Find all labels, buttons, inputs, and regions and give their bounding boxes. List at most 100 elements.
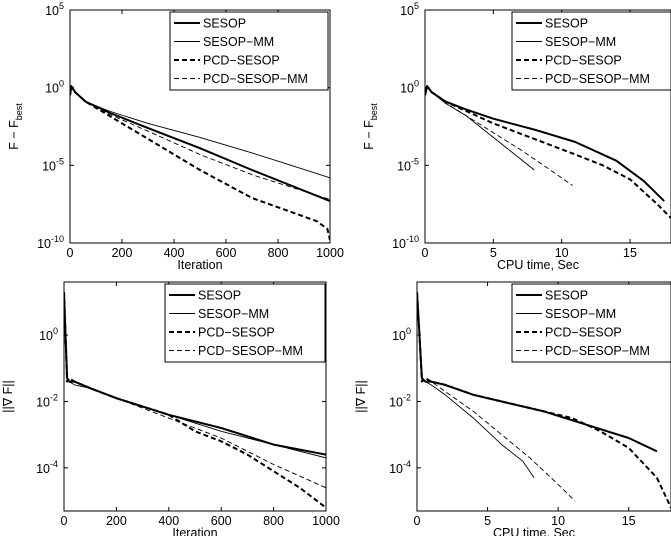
x-tick-label: 10 xyxy=(551,514,565,528)
series-group xyxy=(417,291,671,509)
y-tick-label: 10-4 xyxy=(389,459,411,476)
x-tick-label: 0 xyxy=(61,514,68,528)
legend-label-4: PCD−SESOP−MM xyxy=(545,72,650,86)
y-axis-label: F − Fbest xyxy=(362,103,379,150)
series-line-1 xyxy=(425,85,665,202)
series-line-4 xyxy=(70,85,330,200)
y-axis-label-subscript: best xyxy=(14,103,24,121)
x-tick-label: 400 xyxy=(158,514,179,528)
y-tick-exponent: 0 xyxy=(414,79,419,89)
legend: SESOP SESOP−MM PCD−SESOP PCD−SESOP−MM xyxy=(169,11,329,91)
legend-box xyxy=(164,283,326,363)
legend-label-3: PCD−SESOP xyxy=(203,54,280,68)
legend-label-2: SESOP−MM xyxy=(203,35,274,49)
x-tick-label: 10 xyxy=(555,246,569,260)
x-tick-label: 0 xyxy=(414,514,421,528)
legend: SESOP SESOP−MM PCD−SESOP PCD−SESOP−MM xyxy=(511,283,671,363)
legend-label-2: SESOP−MM xyxy=(545,35,616,49)
legend: SESOP SESOP−MM PCD−SESOP PCD−SESOP−MM xyxy=(164,283,326,363)
legend-box xyxy=(169,11,329,91)
legend-label-2: SESOP−MM xyxy=(545,307,616,321)
series-group xyxy=(70,85,330,241)
x-tick-label: 1000 xyxy=(312,514,340,528)
series-line-4 xyxy=(425,85,573,186)
x-tick-label: 0 xyxy=(67,246,74,260)
y-tick-exponent: -5 xyxy=(56,156,64,166)
x-tick-label: 600 xyxy=(216,246,237,260)
x-tick-label: 600 xyxy=(211,514,232,528)
y-tick-label: 10-5 xyxy=(397,156,419,173)
series-group xyxy=(64,291,326,509)
legend-label-1: SESOP xyxy=(545,289,588,303)
legend: SESOP SESOP−MM PCD−SESOP PCD−SESOP−MM xyxy=(511,11,671,91)
x-tick-label: 400 xyxy=(164,246,185,260)
legend-box xyxy=(511,283,671,363)
y-tick-exponent: -5 xyxy=(411,156,419,166)
x-tick-label: 5 xyxy=(490,246,497,260)
y-tick-label: 10-5 xyxy=(42,156,64,173)
series-line-2 xyxy=(70,85,330,179)
y-tick-exponent: 5 xyxy=(59,1,64,11)
y-tick-exponent: -2 xyxy=(50,392,58,402)
legend-label-3: PCD−SESOP xyxy=(545,54,622,68)
x-tick-label: 0 xyxy=(422,246,429,260)
x-tick-label: 800 xyxy=(268,246,289,260)
chart-panel-4: 0 5 10 15 10-4 10-2 100 CPU time, Sec ||∇ F|| SES… xyxy=(354,281,671,536)
x-tick-label: 1000 xyxy=(316,246,344,260)
y-tick-exponent: -10 xyxy=(51,234,64,244)
y-tick-label: 100 xyxy=(39,326,58,343)
series-line-2 xyxy=(417,291,535,479)
y-axis-label-subscript: best xyxy=(369,103,379,121)
y-tick-exponent: 0 xyxy=(406,326,411,336)
legend-label-1: SESOP xyxy=(198,289,241,303)
legend-label-2: SESOP−MM xyxy=(198,307,269,321)
y-tick-label: 105 xyxy=(45,1,64,18)
y-tick-label: 105 xyxy=(400,1,419,18)
y-tick-exponent: -4 xyxy=(50,459,58,469)
legend-label-3: PCD−SESOP xyxy=(545,326,622,340)
series-line-1 xyxy=(70,85,330,203)
chart-panel-1: 0 200 400 600 800 1000 10-10 10-5 100 105 Iteratio… xyxy=(7,1,344,272)
y-tick-label: 10-4 xyxy=(36,459,58,476)
y-tick-label: 10-10 xyxy=(37,234,64,251)
series-line-4 xyxy=(64,291,326,489)
y-tick-exponent: -10 xyxy=(406,234,419,244)
y-tick-label: 10-10 xyxy=(392,234,419,251)
x-tick-label: 15 xyxy=(622,514,636,528)
y-tick-exponent: 0 xyxy=(53,326,58,336)
x-tick-label: 800 xyxy=(263,514,284,528)
axes-frame xyxy=(416,281,671,512)
x-tick-label: 200 xyxy=(106,514,127,528)
legend-label-4: PCD−SESOP−MM xyxy=(198,344,303,358)
x-axis-label: CPU time, Sec xyxy=(493,526,575,536)
chart-panel-3: 0 200 400 600 800 1000 10-4 10-2 100 Iteration ||∇… xyxy=(1,281,340,536)
legend-label-1: SESOP xyxy=(545,17,588,31)
y-tick-exponent: 0 xyxy=(59,79,64,89)
legend-box xyxy=(511,11,671,91)
y-tick-exponent: 5 xyxy=(414,1,419,11)
x-tick-label: 200 xyxy=(112,246,133,260)
y-tick-label: 10-2 xyxy=(389,392,411,409)
legend-label-3: PCD−SESOP xyxy=(198,326,275,340)
x-tick-label: 15 xyxy=(623,246,637,260)
y-tick-label: 100 xyxy=(45,79,64,96)
y-tick-label: 100 xyxy=(400,79,419,96)
legend-label-4: PCD−SESOP−MM xyxy=(203,72,308,86)
y-axis-label: ||∇ F|| xyxy=(354,380,368,412)
x-tick-label: 5 xyxy=(484,514,491,528)
y-axis-label: ||∇ F|| xyxy=(1,380,15,412)
chart-panel-2: 0 5 10 15 10-10 10-5 100 105 CPU time, Sec F − Fb… xyxy=(362,1,671,272)
series-group xyxy=(425,85,671,219)
series-line-3 xyxy=(425,85,671,219)
series-line-4 xyxy=(417,291,576,502)
y-tick-exponent: -4 xyxy=(403,459,411,469)
x-axis-label: CPU time, Sec xyxy=(497,258,579,272)
axes-frame xyxy=(63,281,327,512)
series-line-3 xyxy=(70,85,330,241)
legend-label-4: PCD−SESOP−MM xyxy=(545,344,650,358)
y-tick-exponent: -2 xyxy=(403,392,411,402)
x-axis-label: Iteration xyxy=(177,258,222,272)
axes-frame xyxy=(69,9,331,244)
y-tick-label: 100 xyxy=(392,326,411,343)
